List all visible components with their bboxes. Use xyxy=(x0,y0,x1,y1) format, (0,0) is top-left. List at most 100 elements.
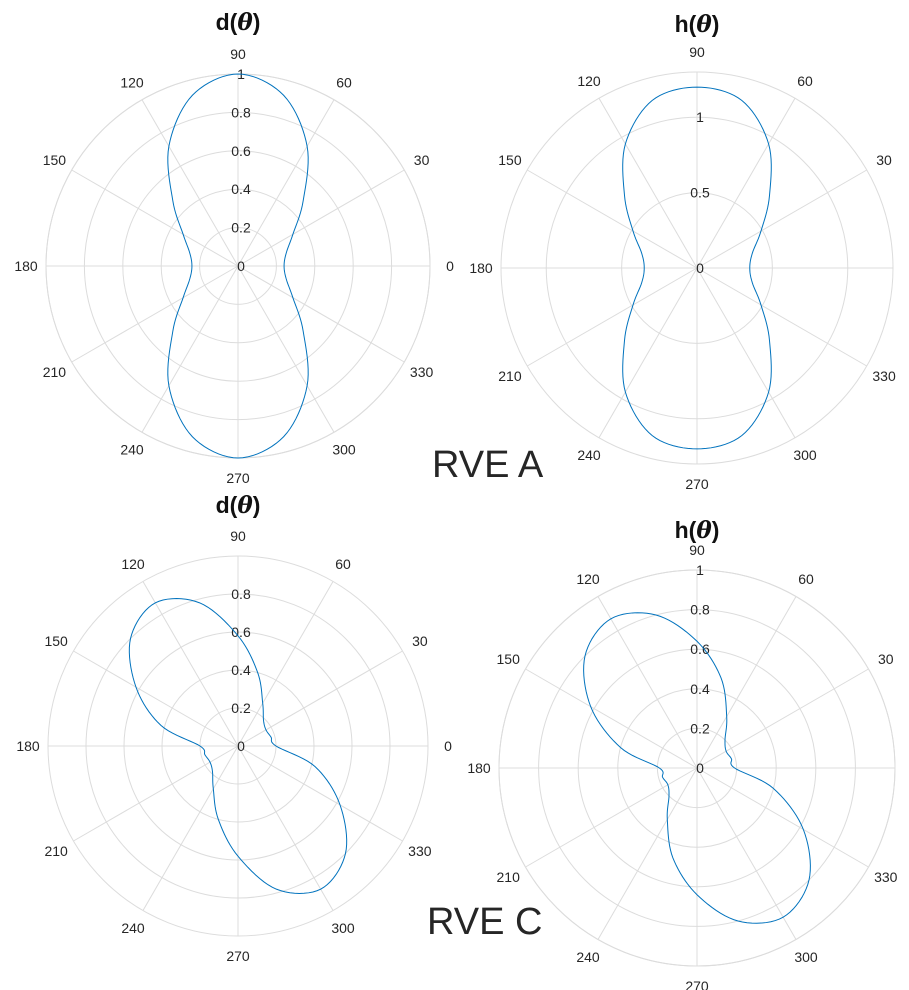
theta-grid-spoke xyxy=(237,265,335,433)
theta-tick-label: 60 xyxy=(335,556,351,572)
theta-tick-label: 210 xyxy=(498,368,522,384)
theta-tick-label: 60 xyxy=(798,571,814,587)
theta-grid-spoke xyxy=(142,581,239,747)
theta-grid-spoke xyxy=(696,267,796,438)
theta-tick-label: 150 xyxy=(497,651,521,667)
theta-grid-spoke xyxy=(237,745,403,842)
panel-1-title: h(θ) xyxy=(675,11,720,38)
theta-tick-label: 120 xyxy=(121,556,145,572)
theta-tick-label: 90 xyxy=(230,528,246,544)
theta-grid-spoke xyxy=(696,169,867,269)
theta-grid-spoke xyxy=(525,767,698,868)
theta-grid-spoke xyxy=(597,767,698,940)
r-tick-label: 0.8 xyxy=(231,586,251,602)
r-tick-label: 0.6 xyxy=(231,143,251,159)
theta-tick-label: 180 xyxy=(467,760,491,776)
r-tick-label: 0.4 xyxy=(231,662,251,678)
theta-tick-label: 0 xyxy=(446,258,454,274)
theta-tick-label: 60 xyxy=(797,73,813,89)
theta-grid-spoke xyxy=(141,265,239,433)
theta-tick-label: 150 xyxy=(498,152,522,168)
theta-grid-spoke xyxy=(598,267,698,438)
theta-grid-spoke xyxy=(237,169,405,267)
theta-grid-spoke xyxy=(696,98,796,269)
r-tick-label: 0.4 xyxy=(690,681,710,697)
series-line xyxy=(128,598,348,894)
theta-tick-label: 330 xyxy=(408,843,432,859)
panel-2-title: d(θ) xyxy=(216,492,261,519)
theta-grid-spoke xyxy=(696,596,797,769)
theta-tick-label: 30 xyxy=(876,152,892,168)
theta-grid-spoke xyxy=(696,767,869,868)
series-line xyxy=(622,86,772,450)
theta-tick-label: 300 xyxy=(793,447,817,463)
theta-tick-label: 120 xyxy=(120,74,144,90)
r-tick-label: 0.6 xyxy=(690,641,710,657)
theta-grid-spoke xyxy=(696,668,869,769)
r-tick-label: 0 xyxy=(237,258,245,274)
theta-grid-spoke xyxy=(527,267,698,367)
r-tick-label: 0 xyxy=(696,260,704,276)
theta-tick-label: 240 xyxy=(576,949,600,965)
theta-grid-spoke xyxy=(237,745,334,911)
theta-tick-label: 180 xyxy=(16,738,40,754)
theta-grid-spoke xyxy=(525,668,698,769)
theta-grid-spoke xyxy=(141,99,239,267)
rve-c-label: RVE C xyxy=(427,901,542,943)
theta-tick-label: 90 xyxy=(689,44,705,60)
panel-0-title: d(θ) xyxy=(216,9,261,36)
theta-tick-label: 240 xyxy=(121,920,145,936)
theta-tick-label: 210 xyxy=(43,364,67,380)
theta-tick-label: 270 xyxy=(685,476,709,492)
theta-tick-label: 210 xyxy=(44,843,68,859)
theta-grid-spoke xyxy=(71,169,239,267)
theta-tick-label: 30 xyxy=(414,152,430,168)
theta-grid-spoke xyxy=(597,596,698,769)
theta-tick-label: 300 xyxy=(332,442,356,458)
theta-tick-label: 330 xyxy=(410,364,434,380)
theta-tick-label: 120 xyxy=(577,73,601,89)
theta-grid-spoke xyxy=(71,265,239,363)
r-tick-label: 0.5 xyxy=(690,185,710,201)
r-tick-label: 1 xyxy=(696,109,704,125)
theta-tick-label: 30 xyxy=(878,651,894,667)
series-line xyxy=(167,73,309,459)
theta-grid-spoke xyxy=(527,169,698,269)
theta-tick-label: 180 xyxy=(14,258,38,274)
series-line xyxy=(583,612,811,924)
theta-grid-spoke xyxy=(696,267,867,367)
theta-tick-label: 150 xyxy=(44,633,68,649)
rve-a-label: RVE A xyxy=(432,444,544,486)
theta-grid-spoke xyxy=(142,745,239,911)
theta-tick-label: 60 xyxy=(336,74,352,90)
theta-grid-spoke xyxy=(237,581,334,747)
theta-tick-label: 330 xyxy=(872,368,896,384)
theta-grid-spoke xyxy=(696,767,797,940)
theta-grid-spoke xyxy=(237,650,403,747)
theta-grid-spoke xyxy=(598,98,698,269)
r-tick-label: 0 xyxy=(237,738,245,754)
theta-tick-label: 330 xyxy=(874,869,898,885)
theta-tick-label: 180 xyxy=(469,260,493,276)
theta-grid-spoke xyxy=(73,745,239,842)
polar-panels: 030609012015018021024027030033000.20.40.… xyxy=(14,9,898,990)
theta-tick-label: 30 xyxy=(412,633,428,649)
d-theta-rve-c-panel: 0 30 60 90 120 150 180 210 240 270 300 330 0 0.2 0.4 0.… xyxy=(16,492,452,964)
theta-tick-label: 120 xyxy=(576,571,600,587)
r-tick-label: 0.6 xyxy=(231,624,251,640)
theta-tick-label: 90 xyxy=(230,46,246,62)
r-tick-label: 0.2 xyxy=(231,220,251,236)
panel-3-title: h(θ) xyxy=(675,517,720,544)
theta-tick-label: 150 xyxy=(43,152,67,168)
theta-tick-label: 270 xyxy=(685,978,709,990)
r-tick-label: 0.2 xyxy=(231,700,251,716)
r-tick-label: 0.2 xyxy=(690,720,710,736)
theta-tick-label: 240 xyxy=(577,447,601,463)
r-tick-label: 1 xyxy=(696,562,704,578)
theta-tick-label: 270 xyxy=(226,948,250,964)
theta-tick-label: 300 xyxy=(331,920,355,936)
theta-tick-label: 210 xyxy=(497,869,521,885)
theta-tick-label: 0 xyxy=(444,738,452,754)
